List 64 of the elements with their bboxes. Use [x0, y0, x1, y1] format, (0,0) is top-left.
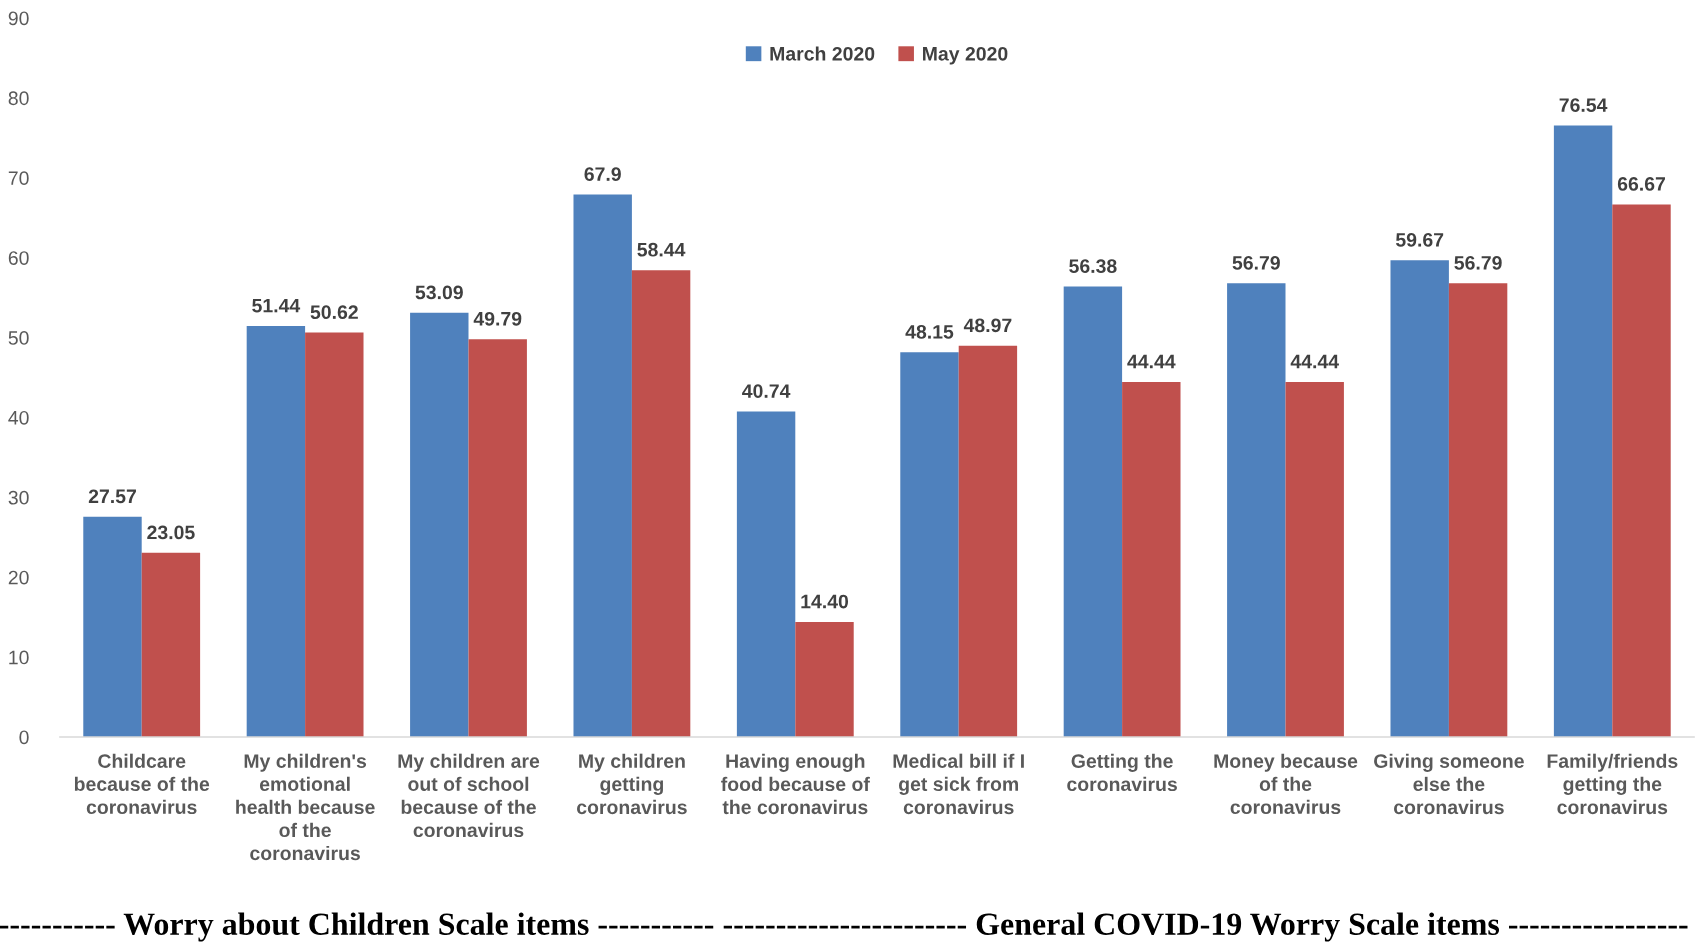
x-tick-label: My children getting coronavirus [577, 753, 687, 815]
y-tick-label: 80 [8, 91, 29, 106]
x-tick-label: Getting the coronavirus [1067, 753, 1177, 792]
x-tick-label: Childcare because of the coronavirus [74, 753, 210, 815]
y-tick-label: 40 [8, 410, 29, 425]
bar [736, 411, 796, 737]
text: ----------- Worry about Children Scale items ----------- [0, 912, 714, 942]
bar [1390, 260, 1449, 737]
data-label: 58.44 [637, 242, 686, 257]
data-label: 40.74 [742, 384, 791, 398]
y-tick-label: 90 [8, 11, 29, 26]
data-label: 56.79 [1232, 255, 1280, 270]
x-tick-label: Medical bill if I get sick from coronavirus [893, 753, 1024, 815]
bar [1227, 283, 1286, 737]
text: ----------------------- General COVID-19 Worry Scale items ----------------- [723, 912, 1688, 942]
bar [410, 312, 469, 737]
data-label: 56.38 [1069, 259, 1117, 274]
data-label: 56.79 [1454, 255, 1502, 270]
y-tick-label: 70 [8, 171, 29, 186]
bar [900, 352, 959, 737]
bar [631, 270, 691, 737]
bar [305, 332, 364, 737]
bar [573, 194, 632, 737]
x-tick-label: Money because of the coronavirus [1214, 753, 1358, 815]
bar [1122, 381, 1181, 737]
bar [1285, 381, 1344, 737]
data-label: 76.54 [1559, 98, 1608, 112]
x-tick-label: Family/friends getting the coronavirus [1547, 753, 1678, 815]
x-tick-label: My children are out of school because of the coronavirus [398, 753, 540, 838]
x-tick-label: My children's emotional health because of the coronavirus [236, 753, 375, 861]
bar [83, 516, 142, 737]
y-tick-label: 50 [8, 331, 29, 345]
data-label: 48.97 [963, 318, 1012, 333]
bar [795, 621, 854, 737]
data-label: 59.67 [1395, 232, 1444, 247]
data-label: 27.57 [88, 489, 136, 504]
bar [246, 326, 306, 737]
y-tick-label: 20 [8, 570, 29, 585]
x-tick-label: Having enough food because of the coronavirus [721, 753, 870, 815]
data-label: 51.44 [252, 298, 301, 313]
data-label: 48.15 [905, 325, 954, 339]
bar [468, 339, 527, 737]
data-label: 53.09 [415, 285, 463, 300]
bar [958, 345, 1018, 737]
data-label: 67.9 [584, 167, 621, 181]
data-label: 44.44 [1127, 354, 1176, 369]
x-tick-label: Giving someone else the coronavirus [1374, 753, 1524, 815]
legend-label: March 2020 [770, 46, 875, 61]
y-tick-label: 30 [8, 490, 29, 505]
data-label: 44.44 [1290, 354, 1339, 369]
data-label: 49.79 [473, 311, 522, 326]
data-label: 50.62 [310, 305, 358, 320]
bar [1612, 204, 1671, 737]
bar [1553, 125, 1613, 737]
y-tick-label: 0 [19, 730, 29, 745]
data-label: 14.40 [801, 594, 849, 609]
y-tick-label: 10 [9, 650, 29, 665]
bar [141, 552, 201, 737]
bar [1448, 283, 1508, 737]
bar [1063, 286, 1123, 737]
legend-label: May 2020 [923, 46, 1008, 65]
data-label: 66.67 [1617, 177, 1665, 191]
data-label: 23.05 [147, 525, 195, 540]
y-tick-label: 60 [8, 251, 29, 265]
